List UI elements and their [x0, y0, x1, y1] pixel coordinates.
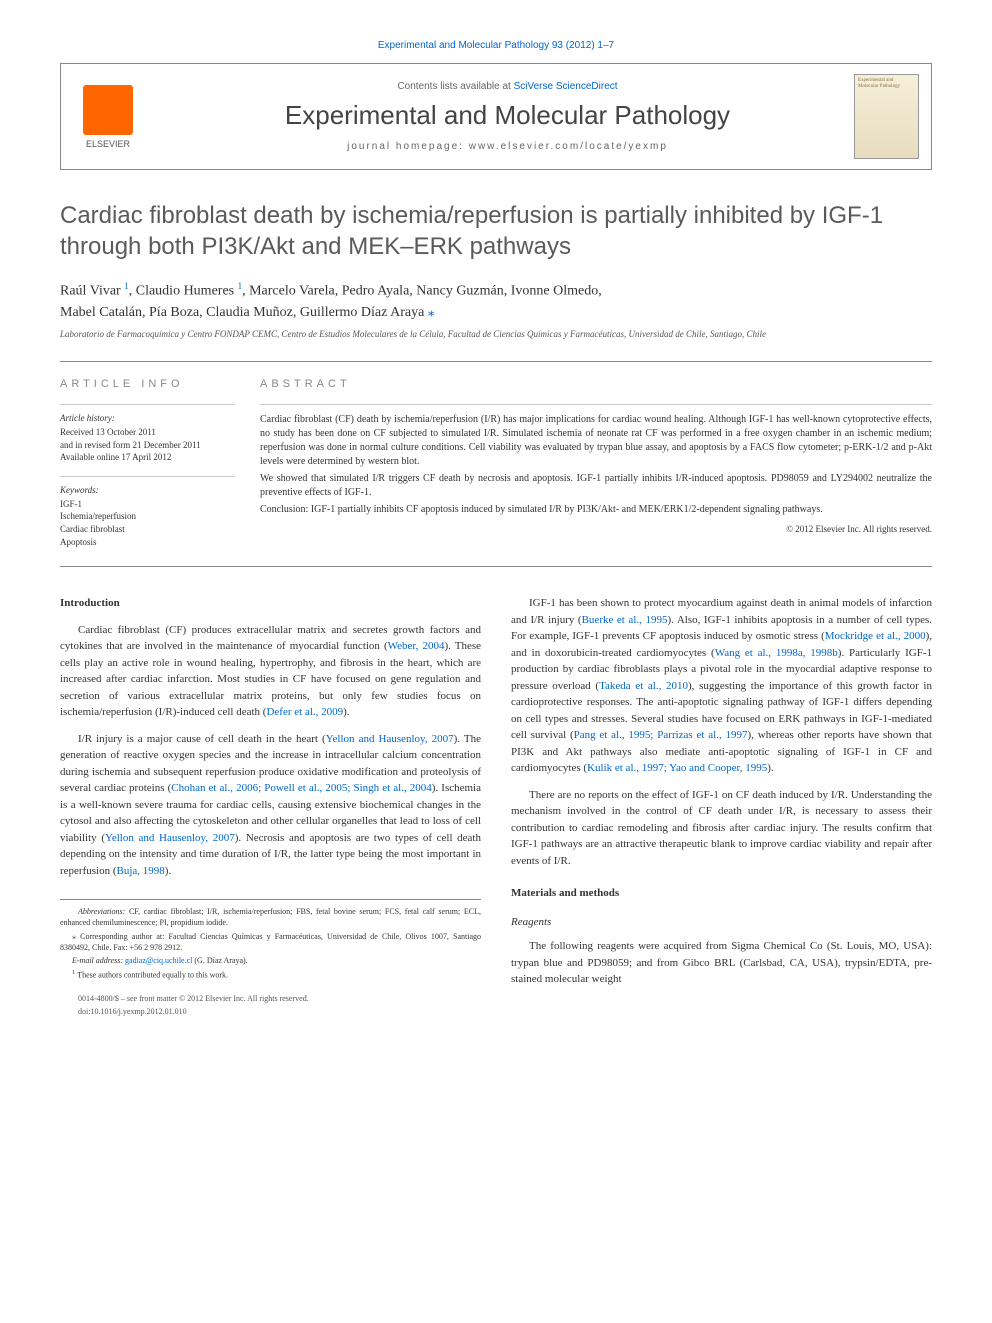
- abstract-p1: Cardiac fibroblast (CF) death by ischemi…: [260, 413, 932, 469]
- reference-link[interactable]: Takeda et al., 2010: [599, 680, 688, 692]
- email-link[interactable]: gadiaz@ciq.uchile.cl: [125, 956, 192, 965]
- contents-text: Contents lists available at: [397, 81, 513, 92]
- corresponding-footnote: ⁎ Corresponding author at: Facultad Cien…: [60, 931, 481, 953]
- contrib-text: These authors contributed equally to thi…: [75, 971, 228, 980]
- revised-date: and in revised form 21 December 2011: [60, 439, 235, 452]
- keyword: Ischemia/reperfusion: [60, 510, 235, 523]
- body-text: ).: [343, 706, 349, 718]
- cover-title: Experimental and Molecular Pathology: [858, 78, 915, 89]
- article-info-panel: article info Article history: Received 1…: [60, 378, 260, 560]
- introduction-heading: Introduction: [60, 595, 481, 612]
- journal-header-box: ELSEVIER Contents lists available at Sci…: [60, 63, 932, 170]
- abbrev-label: Abbreviations:: [78, 907, 125, 916]
- journal-homepage: journal homepage: www.elsevier.com/locat…: [161, 141, 854, 152]
- elsevier-text: ELSEVIER: [86, 139, 130, 149]
- abstract-header: abstract: [260, 378, 932, 390]
- reference-link[interactable]: Buja, 1998: [117, 865, 165, 877]
- affiliation: Laboratorio de Farmacoquímica y Centro F…: [60, 329, 932, 339]
- right-column: IGF-1 has been shown to protect myocardi…: [511, 595, 932, 1019]
- corr-text: Corresponding author at: Facultad Cienci…: [60, 932, 481, 952]
- body-paragraph: IGF-1 has been shown to protect myocardi…: [511, 595, 932, 777]
- reference-link[interactable]: Pang et al., 1995; Parrizas et al., 1997: [574, 729, 748, 741]
- body-text: ).: [767, 762, 773, 774]
- reagents-heading: Reagents: [511, 914, 932, 931]
- reagents-paragraph: The following reagents were acquired fro…: [511, 938, 932, 988]
- author-name: Raúl Vivar: [60, 284, 124, 299]
- intro-paragraph: Cardiac fibroblast (CF) produces extrace…: [60, 622, 481, 721]
- abbreviations-footnote: Abbreviations: CF, cardiac fibroblast; I…: [60, 906, 481, 928]
- issn-line: 0014-4800/$ – see front matter © 2012 El…: [60, 993, 481, 1005]
- reference-link[interactable]: Weber, 2004: [388, 640, 445, 652]
- journal-name: Experimental and Molecular Pathology: [161, 100, 854, 131]
- header-center: Contents lists available at SciVerse Sci…: [161, 81, 854, 152]
- keywords-section: Keywords: IGF-1 Ischemia/reperfusion Car…: [60, 476, 235, 548]
- reference-link[interactable]: Yellon and Hausenloy, 2007: [105, 832, 235, 844]
- info-abstract-row: article info Article history: Received 1…: [60, 361, 932, 560]
- history-label: Article history:: [60, 413, 235, 423]
- journal-cover-thumbnail: Experimental and Molecular Pathology: [854, 74, 919, 159]
- footnotes: Abbreviations: CF, cardiac fibroblast; I…: [60, 899, 481, 981]
- body-columns: Introduction Cardiac fibroblast (CF) pro…: [60, 595, 932, 1019]
- reference-link[interactable]: Wang et al., 1998a, 1998b: [715, 647, 838, 659]
- history-section: Article history: Received 13 October 201…: [60, 404, 235, 464]
- corresponding-marker[interactable]: ⁎: [428, 305, 435, 320]
- keyword: Apoptosis: [60, 536, 235, 549]
- contents-list-label: Contents lists available at SciVerse Sci…: [161, 81, 854, 92]
- methods-heading: Materials and methods: [511, 885, 932, 902]
- keyword: Cardiac fibroblast: [60, 523, 235, 536]
- keywords-label: Keywords:: [60, 485, 235, 495]
- keyword: IGF-1: [60, 498, 235, 511]
- abstract-p2: We showed that simulated I/R triggers CF…: [260, 472, 932, 500]
- reference-link[interactable]: Yellon and Hausenloy, 2007: [326, 733, 454, 745]
- article-title: Cardiac fibroblast death by ischemia/rep…: [60, 200, 932, 262]
- body-text: I/R injury is a major cause of cell deat…: [78, 733, 326, 745]
- authors-list: Raúl Vivar 1, Claudio Humeres 1, Marcelo…: [60, 280, 932, 323]
- reference-link[interactable]: Kulik et al., 1997; Yao and Cooper, 1995: [587, 762, 767, 774]
- reference-link[interactable]: Mockridge et al., 2000: [825, 630, 926, 642]
- abstract-p3: Conclusion: IGF-1 partially inhibits CF …: [260, 503, 932, 517]
- abstract-panel: abstract Cardiac fibroblast (CF) death b…: [260, 378, 932, 560]
- elsevier-tree-icon: [83, 85, 133, 135]
- doi-line: doi:10.1016/j.yexmp.2012.01.010: [60, 1006, 481, 1018]
- received-date: Received 13 October 2011: [60, 426, 235, 439]
- elsevier-logo: ELSEVIER: [73, 82, 143, 152]
- abstract-body: Cardiac fibroblast (CF) death by ischemi…: [260, 404, 932, 536]
- footer-meta: 0014-4800/$ – see front matter © 2012 El…: [60, 993, 481, 1018]
- divider: [60, 566, 932, 567]
- scidirect-link[interactable]: SciVerse ScienceDirect: [514, 81, 618, 92]
- email-label: E-mail address:: [72, 956, 125, 965]
- email-suffix: (G. Díaz Araya).: [192, 956, 247, 965]
- intro-paragraph: I/R injury is a major cause of cell deat…: [60, 731, 481, 880]
- available-date: Available online 17 April 2012: [60, 451, 235, 464]
- author-name: , Marcelo Varela, Pedro Ayala, Nancy Guz…: [242, 284, 602, 299]
- left-column: Introduction Cardiac fibroblast (CF) pro…: [60, 595, 481, 1019]
- author-name: , Claudio Humeres: [129, 284, 238, 299]
- body-text: ).: [165, 865, 171, 877]
- body-paragraph: There are no reports on the effect of IG…: [511, 787, 932, 870]
- reference-link[interactable]: Defer et al., 2009: [266, 706, 343, 718]
- citation-link[interactable]: Experimental and Molecular Pathology 93 …: [60, 40, 932, 51]
- email-footnote: E-mail address: gadiaz@ciq.uchile.cl (G.…: [60, 955, 481, 966]
- contrib-footnote: 1 These authors contributed equally to t…: [60, 968, 481, 981]
- author-name: Mabel Catalán, Pía Boza, Claudia Muñoz, …: [60, 305, 428, 320]
- reference-link[interactable]: Chohan et al., 2006; Powell et al., 2005…: [171, 782, 432, 794]
- reference-link[interactable]: Buerke et al., 1995: [582, 614, 668, 626]
- article-info-header: article info: [60, 378, 235, 390]
- copyright-line: © 2012 Elsevier Inc. All rights reserved…: [260, 523, 932, 536]
